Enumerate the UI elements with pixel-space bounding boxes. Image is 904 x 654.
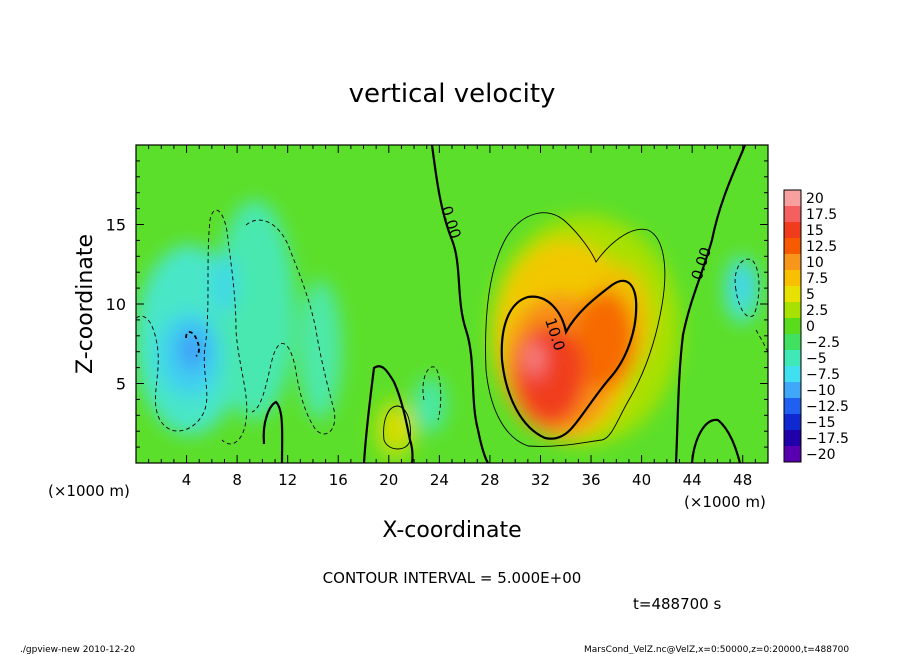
colorbar-label: 15	[806, 223, 824, 239]
y-tick-label: 5	[116, 375, 126, 394]
neg-contour-east-small	[422, 366, 442, 421]
zero-contour-right-bump	[690, 418, 742, 463]
downdraft-core-c	[213, 255, 237, 315]
x-unit-left: (×1000 m)	[48, 482, 130, 500]
x-tick-label: 28	[480, 471, 499, 489]
colorbar-label: −5	[806, 351, 827, 367]
x-tick-label: 16	[329, 471, 348, 489]
colorbar-label: −12.5	[806, 399, 849, 415]
colorbar-swatch	[784, 398, 801, 415]
colorbar-swatch	[784, 334, 801, 351]
colorbar: 2017.51512.5107.552.50−2.5−5−7.5−10−12.5…	[783, 189, 849, 463]
x-axis-label: X-coordinate	[382, 518, 521, 543]
colorbar-swatch	[784, 222, 801, 239]
colorbar-swatch	[784, 366, 801, 383]
colorbar-swatch	[784, 446, 801, 463]
colorbar-swatch	[784, 254, 801, 271]
colorbar-label: −20	[806, 447, 836, 463]
downdraft-core-b	[178, 328, 206, 372]
colorbar-label: −7.5	[806, 367, 840, 383]
colorbar-label: 20	[806, 191, 824, 207]
colorbar-swatch	[784, 190, 801, 207]
colorbar-label: 17.5	[806, 207, 837, 223]
y-axis-label: Z-coordinate	[73, 234, 98, 374]
colorbar-swatch	[784, 414, 801, 431]
colorbar-swatch	[784, 286, 801, 303]
colorbar-label: −10	[806, 383, 836, 399]
x-tick-label: 4	[182, 471, 192, 489]
colorbar-label: −2.5	[806, 335, 840, 351]
colorbar-label: 12.5	[806, 239, 837, 255]
neg-contour-west	[136, 209, 248, 445]
colorbar-frame	[783, 189, 802, 463]
zero-contour-east	[674, 145, 747, 463]
chart-title: vertical velocity	[349, 79, 556, 109]
footer-right: MarsCond_VelZ.nc@VelZ,x=0:50000,z=0:2000…	[584, 645, 849, 654]
neg-contour-mid	[245, 219, 336, 435]
zero-contour-center	[362, 365, 414, 463]
downdraft-region-mid	[215, 200, 295, 420]
x-tick-label: 48	[733, 471, 752, 489]
updraft-main-peak	[529, 348, 539, 368]
x-tick-label: 24	[430, 471, 449, 489]
zero-contour-left-bump	[262, 400, 284, 463]
colorbar-label: 0	[806, 319, 815, 335]
x-tick-label: 44	[683, 471, 702, 489]
colorbar-label: 7.5	[806, 271, 828, 287]
x-tick-label: 8	[232, 471, 242, 489]
x-tick-label: 12	[278, 471, 297, 489]
x-tick-label: 40	[632, 471, 651, 489]
x-tick-label: 32	[531, 471, 550, 489]
colorbar-label: 10	[806, 255, 824, 271]
y-tick-label: 15	[106, 216, 126, 235]
y-tick-label: 10	[106, 295, 126, 314]
downdraft-core-d	[733, 267, 751, 303]
colorbar-swatch	[784, 206, 801, 223]
colorbar-swatch	[784, 382, 801, 399]
colorbar-swatch	[784, 270, 801, 287]
plot-area: 0.00 10.0 0.00	[136, 145, 768, 463]
colorbar-swatch	[784, 302, 801, 319]
five-contour-small	[383, 405, 411, 450]
colorbar-swatch	[784, 318, 801, 335]
updraft-small-core	[386, 412, 408, 444]
time-text: t=488700 s	[633, 595, 721, 613]
ten-contour	[500, 279, 638, 440]
colorbar-label: 2.5	[806, 303, 828, 319]
colorbar-label: −15	[806, 415, 836, 431]
contour-lines	[262, 145, 747, 463]
five-contour	[485, 212, 666, 447]
zero-contour-west	[430, 145, 489, 463]
colorbar-label: −17.5	[806, 431, 849, 447]
x-axis: 4 8 12 16 20 24 28 32 36 40 44 48	[148, 145, 756, 489]
x-tick-label: 36	[581, 471, 600, 489]
x-unit-right: (×1000 m)	[684, 493, 766, 511]
colorbar-swatch	[784, 350, 801, 367]
x-tick-label: 20	[379, 471, 398, 489]
y-axis: 5 10 15	[106, 160, 768, 448]
colorbar-swatch	[784, 238, 801, 255]
neg-contour-core	[185, 331, 200, 357]
colorbar-label: 5	[806, 287, 815, 303]
downdraft-region-small	[414, 377, 446, 433]
contour-interval-text: CONTOUR INTERVAL = 5.000E+00	[323, 569, 582, 587]
colorbar-swatch	[784, 430, 801, 447]
footer-left: ./gpview-new 2010-12-20	[20, 645, 135, 654]
